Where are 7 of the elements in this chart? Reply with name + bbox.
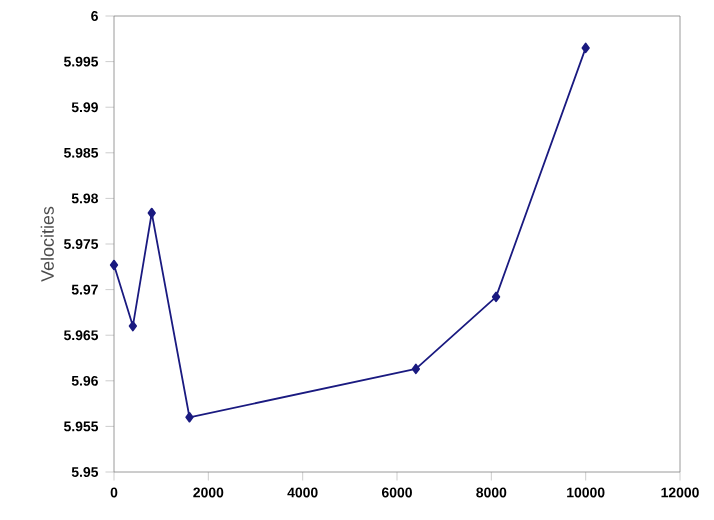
point — [185, 412, 194, 423]
point — [581, 42, 590, 54]
y-axis-title: Velocities — [40, 206, 54, 282]
point — [411, 363, 421, 375]
point — [491, 291, 501, 303]
point — [128, 320, 138, 332]
point — [109, 259, 119, 271]
